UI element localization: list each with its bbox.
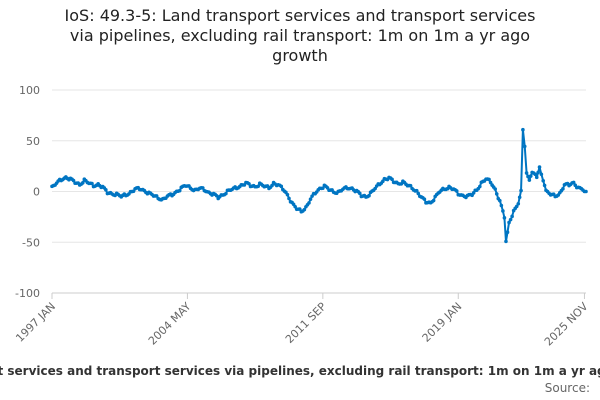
- data-point[interactable]: [516, 201, 521, 206]
- data-point[interactable]: [367, 193, 371, 198]
- data-point[interactable]: [510, 214, 514, 219]
- data-point[interactable]: [307, 201, 311, 205]
- data-point[interactable]: [584, 189, 588, 194]
- data-point[interactable]: [279, 184, 284, 189]
- data-point[interactable]: [536, 170, 540, 175]
- data-point[interactable]: [534, 175, 539, 180]
- y-tick-label: 100: [19, 84, 40, 97]
- chart-title-line: IoS: 49.3-5: Land transport services and…: [64, 6, 536, 25]
- data-point[interactable]: [287, 196, 291, 201]
- data-point[interactable]: [542, 183, 547, 188]
- chart-title-line: via pipelines, excluding rail transport:…: [69, 26, 531, 45]
- source-label: Source:: [544, 381, 590, 395]
- data-point[interactable]: [533, 172, 538, 177]
- data-point[interactable]: [494, 192, 499, 196]
- data-point[interactable]: [297, 207, 302, 211]
- data-point[interactable]: [270, 183, 274, 188]
- data-point[interactable]: [302, 207, 307, 212]
- data-point[interactable]: [498, 198, 502, 203]
- data-point[interactable]: [521, 127, 525, 132]
- data-point[interactable]: [399, 182, 404, 186]
- y-tick-label: -100: [15, 287, 40, 300]
- x-tick-label: 2011 SEP: [283, 300, 329, 346]
- data-point[interactable]: [308, 197, 313, 201]
- data-point[interactable]: [154, 194, 159, 198]
- data-point[interactable]: [321, 186, 325, 191]
- data-point[interactable]: [408, 183, 413, 188]
- data-point[interactable]: [527, 178, 532, 182]
- data-point[interactable]: [414, 188, 419, 193]
- data-point[interactable]: [487, 177, 491, 182]
- data-point[interactable]: [90, 181, 94, 186]
- data-point[interactable]: [104, 188, 108, 192]
- y-tick-label: 0: [33, 186, 40, 199]
- data-point[interactable]: [508, 217, 513, 222]
- data-point[interactable]: [514, 204, 519, 209]
- data-point[interactable]: [431, 198, 436, 203]
- x-tick-label: 1997 JAN: [13, 300, 58, 345]
- data-point[interactable]: [499, 203, 504, 208]
- data-point[interactable]: [293, 204, 297, 209]
- x-tick-label: 2019 JAN: [420, 300, 465, 345]
- data-point[interactable]: [522, 144, 527, 149]
- data-point[interactable]: [454, 189, 459, 193]
- legend-series-label: IoS: 49.3-5: Land transport services and…: [0, 364, 600, 378]
- data-point[interactable]: [285, 192, 290, 197]
- x-tick-label: 2004 MAY: [146, 300, 194, 348]
- data-point[interactable]: [357, 191, 362, 196]
- y-tick-label: -50: [22, 236, 40, 249]
- data-point[interactable]: [505, 230, 510, 234]
- data-point[interactable]: [519, 188, 523, 193]
- data-point[interactable]: [80, 181, 85, 185]
- data-point[interactable]: [517, 195, 522, 200]
- data-point[interactable]: [177, 188, 182, 193]
- data-point[interactable]: [416, 191, 421, 196]
- data-point[interactable]: [247, 181, 251, 186]
- data-point[interactable]: [502, 216, 507, 220]
- series-layer: [50, 127, 588, 244]
- data-point[interactable]: [501, 209, 505, 213]
- data-point[interactable]: [478, 184, 482, 189]
- data-point[interactable]: [493, 187, 498, 191]
- data-point[interactable]: [214, 193, 219, 198]
- data-point[interactable]: [537, 165, 542, 169]
- chart-title: IoS: 49.3-5: Land transport services and…: [0, 6, 600, 66]
- series-line: [51, 128, 587, 243]
- data-point[interactable]: [256, 184, 261, 189]
- data-point[interactable]: [507, 220, 511, 225]
- data-point[interactable]: [201, 186, 205, 190]
- data-point[interactable]: [224, 191, 228, 196]
- data-point[interactable]: [526, 174, 530, 179]
- data-point[interactable]: [390, 177, 394, 182]
- data-point[interactable]: [504, 239, 508, 244]
- data-point[interactable]: [422, 197, 427, 201]
- y-tick-label: 50: [26, 135, 40, 148]
- data-point[interactable]: [528, 174, 533, 178]
- data-point[interactable]: [561, 187, 565, 191]
- chart-title-line: growth: [272, 46, 328, 65]
- data-point[interactable]: [71, 178, 76, 183]
- data-point[interactable]: [571, 180, 576, 185]
- data-point[interactable]: [524, 171, 529, 175]
- data-point[interactable]: [539, 172, 544, 177]
- x-tick-label: 2025 NOV: [542, 300, 591, 349]
- data-point[interactable]: [541, 178, 546, 183]
